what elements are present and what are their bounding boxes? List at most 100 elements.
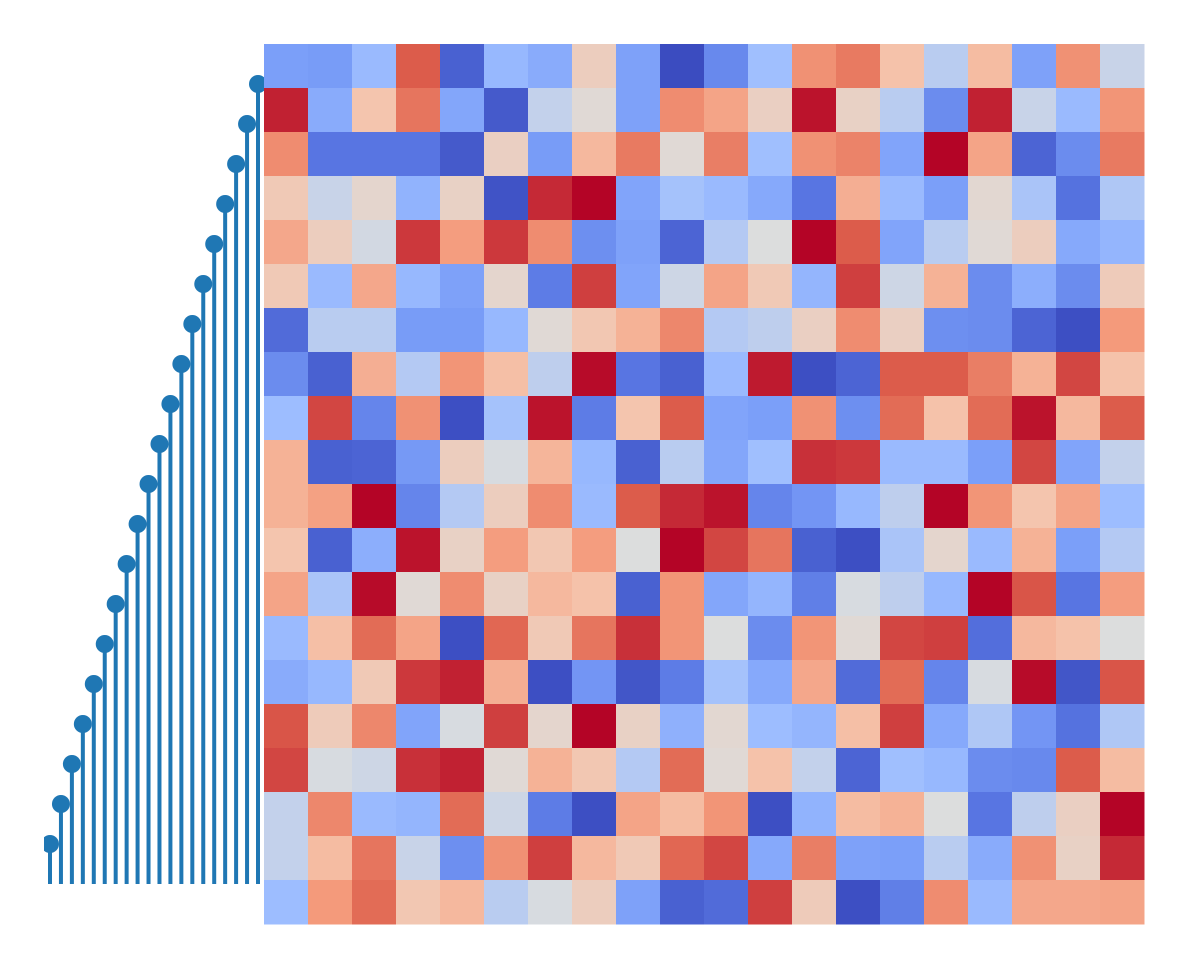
- heatmap-cell: [924, 132, 969, 177]
- heatmap-cell: [616, 132, 661, 177]
- heatmap-cell: [748, 792, 793, 837]
- heatmap-cell: [792, 528, 837, 573]
- heatmap-cell: [396, 44, 441, 89]
- stem-plot: [44, 75, 264, 884]
- heatmap-cell: [1056, 308, 1101, 353]
- heatmap-cell: [572, 704, 617, 749]
- heatmap-cell: [396, 528, 441, 573]
- heatmap-cell: [528, 264, 573, 309]
- heatmap-cell: [924, 572, 969, 617]
- heatmap-cell: [1012, 792, 1057, 837]
- heatmap-cell: [440, 704, 485, 749]
- heatmap-cell: [748, 704, 793, 749]
- heatmap-cell: [396, 748, 441, 793]
- heatmap-cell: [484, 176, 529, 221]
- heatmap-cell: [792, 44, 837, 89]
- heatmap-cell: [1100, 176, 1145, 221]
- heatmap-cell: [264, 396, 309, 441]
- heatmap-cell: [264, 176, 309, 221]
- heatmap-cell: [704, 396, 749, 441]
- heatmap-cell: [396, 264, 441, 309]
- heatmap-cell: [792, 704, 837, 749]
- heatmap-cell: [440, 88, 485, 133]
- heatmap-cell: [1100, 44, 1145, 89]
- heatmap-cell: [572, 176, 617, 221]
- heatmap-cell: [1012, 88, 1057, 133]
- heatmap-cell: [616, 264, 661, 309]
- heatmap-cell: [440, 528, 485, 573]
- heatmap-cell: [484, 264, 529, 309]
- heatmap-cell: [1012, 440, 1057, 485]
- heatmap-cell: [704, 880, 749, 925]
- heatmap-cell: [1012, 308, 1057, 353]
- stem-marker: [183, 315, 202, 333]
- heatmap-cell: [616, 660, 661, 705]
- heatmap-cell: [1100, 88, 1145, 133]
- heatmap-cell: [748, 176, 793, 221]
- heatmap-cell: [660, 264, 705, 309]
- stem-marker: [194, 275, 213, 293]
- heatmap-cell: [1100, 484, 1145, 529]
- heatmap-cell: [264, 528, 309, 573]
- heatmap-cell: [440, 748, 485, 793]
- heatmap-cell: [968, 704, 1013, 749]
- heatmap-cell: [572, 44, 617, 89]
- heatmap-cell: [572, 396, 617, 441]
- heatmap-cell: [704, 44, 749, 89]
- heatmap-cell: [1056, 88, 1101, 133]
- heatmap-cell: [880, 704, 925, 749]
- heatmap-cell: [1056, 748, 1101, 793]
- heatmap-cell: [1012, 484, 1057, 529]
- heatmap-cell: [880, 220, 925, 265]
- heatmap-cell: [836, 352, 881, 397]
- heatmap-cell: [396, 396, 441, 441]
- heatmap-cell: [396, 176, 441, 221]
- heatmap-cell: [924, 836, 969, 881]
- heatmap-cell: [704, 528, 749, 573]
- heatmap-cell: [528, 44, 573, 89]
- heatmap-cell: [1100, 748, 1145, 793]
- heatmap-cell: [1012, 836, 1057, 881]
- heatmap-cell: [924, 176, 969, 221]
- heatmap-cell: [1012, 396, 1057, 441]
- heatmap-cell: [440, 176, 485, 221]
- heatmap-cell: [748, 264, 793, 309]
- heatmap-cell: [1100, 572, 1145, 617]
- heatmap-cell: [396, 616, 441, 661]
- heatmap-cell: [1056, 176, 1101, 221]
- heatmap-cell: [1056, 880, 1101, 925]
- heatmap-cell: [880, 396, 925, 441]
- heatmap-cell: [660, 748, 705, 793]
- heatmap-cell: [440, 308, 485, 353]
- heatmap-cell: [484, 440, 529, 485]
- heatmap-cell: [968, 748, 1013, 793]
- heatmap-cell: [704, 484, 749, 529]
- heatmap-cell: [792, 836, 837, 881]
- heatmap-cell: [660, 396, 705, 441]
- heatmap-cell: [880, 44, 925, 89]
- heatmap-cell: [880, 792, 925, 837]
- heatmap-cell: [748, 572, 793, 617]
- heatmap-cell: [396, 440, 441, 485]
- heatmap-cell: [880, 88, 925, 133]
- heatmap-cell: [572, 132, 617, 177]
- heatmap-cell: [836, 880, 881, 925]
- heatmap-cell: [616, 484, 661, 529]
- heatmap-cell: [396, 132, 441, 177]
- heatmap-cell: [396, 704, 441, 749]
- heatmap-cell: [1056, 484, 1101, 529]
- heatmap-cell: [924, 484, 969, 529]
- heatmap-cell: [264, 704, 309, 749]
- heatmap-cell: [528, 880, 573, 925]
- heatmap-cell: [352, 880, 397, 925]
- heatmap-cell: [1012, 572, 1057, 617]
- heatmap-cell: [308, 220, 353, 265]
- heatmap-cell: [352, 132, 397, 177]
- heatmap-cell: [748, 308, 793, 353]
- heatmap-cell: [1012, 748, 1057, 793]
- heatmap-cell: [1012, 616, 1057, 661]
- heatmap-cell: [924, 308, 969, 353]
- heatmap-cell: [264, 440, 309, 485]
- heatmap-cell: [616, 792, 661, 837]
- heatmap-cell: [440, 836, 485, 881]
